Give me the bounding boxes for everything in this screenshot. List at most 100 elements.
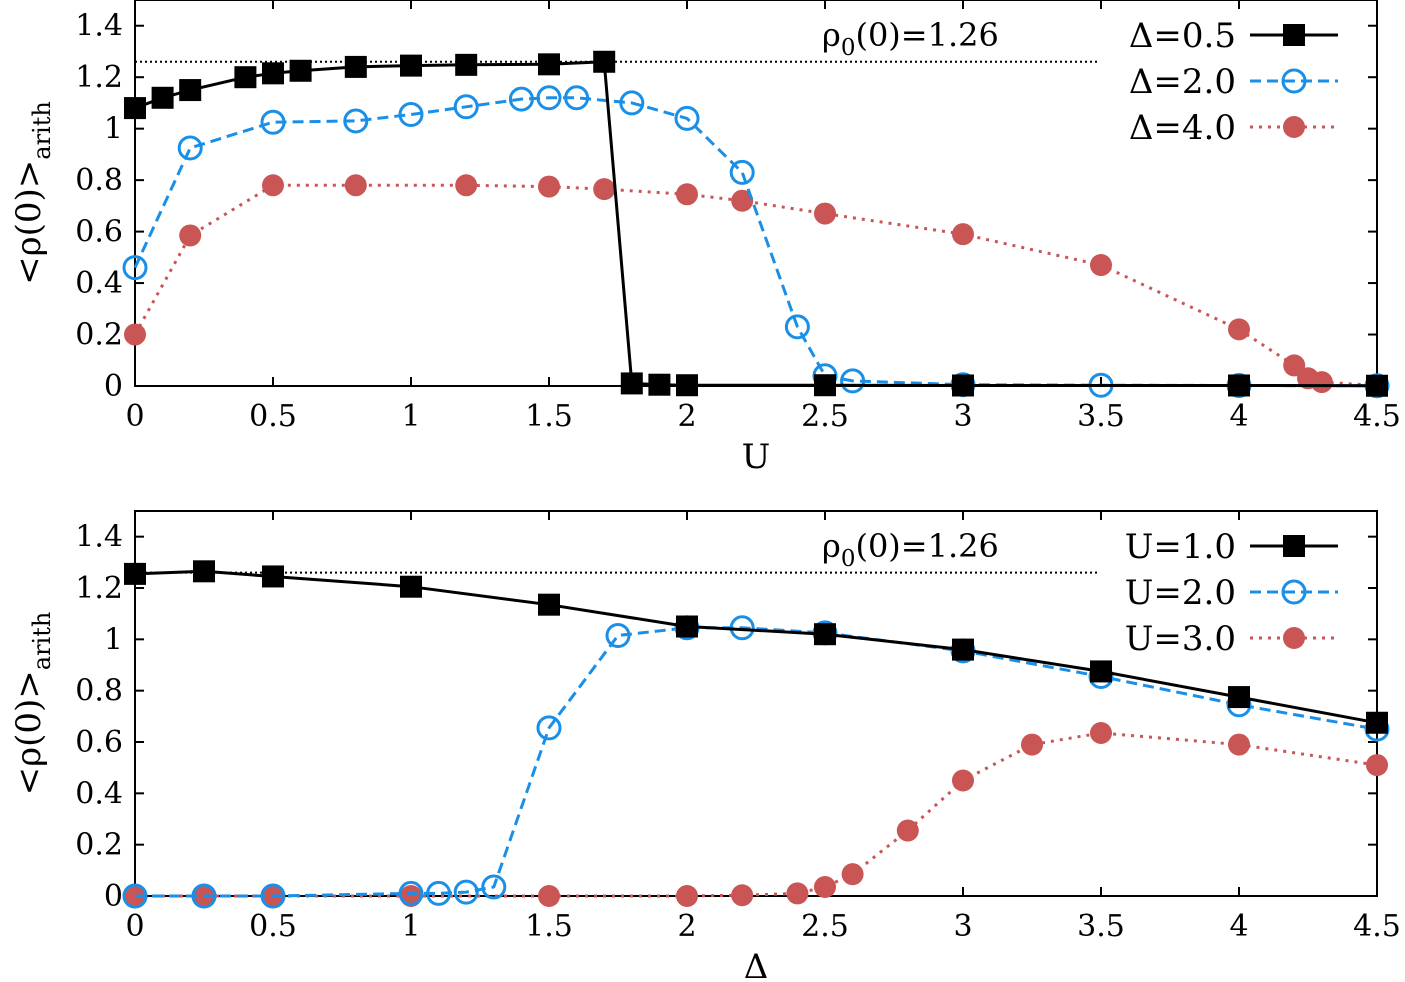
data-point — [151, 86, 174, 109]
data-point — [260, 883, 286, 909]
data-point — [191, 883, 217, 909]
data-point — [398, 880, 424, 906]
legend-marker — [1283, 116, 1305, 138]
data-point — [1228, 686, 1250, 709]
y-tick-label: 1.2 — [75, 571, 123, 606]
panel-delta-sweep: 0 0.5 1 1.5 2 2.5 3 3.5 4 4.5 0 0.2 0.4 0.6 0.8 1 1.2 1.4… — [9, 510, 1401, 982]
data-point — [481, 874, 507, 900]
legend-label: Δ=0.5 — [1129, 16, 1236, 56]
data-point — [676, 885, 698, 907]
data-point — [1366, 754, 1388, 777]
data-point — [400, 54, 422, 77]
data-point — [814, 876, 836, 899]
data-point — [619, 90, 645, 116]
data-point — [676, 183, 698, 206]
x-tick-label: 1.5 — [525, 399, 573, 434]
data-point — [508, 86, 534, 112]
data-point — [455, 174, 478, 197]
data-point — [124, 97, 146, 120]
x-tick-label: 2 — [677, 399, 696, 434]
data-point — [1366, 711, 1388, 734]
data-point — [841, 863, 864, 886]
data-point — [426, 880, 452, 906]
y-tick-label: 0 — [104, 369, 123, 404]
data-point — [731, 884, 754, 907]
data-point — [952, 374, 974, 397]
reference-label: ρ0(0)=1.26 — [822, 527, 999, 572]
x-tick-label: 4 — [1229, 909, 1248, 944]
y-tick-label: 1.4 — [75, 520, 123, 555]
data-point — [1090, 254, 1112, 277]
data-point — [731, 189, 754, 212]
y-tick-label: 0.2 — [75, 828, 123, 863]
data-point — [455, 53, 478, 76]
data-point — [453, 94, 479, 120]
x-tick-label: 0 — [125, 399, 144, 434]
data-point — [538, 175, 560, 198]
data-point — [536, 85, 562, 111]
y-tick-label: 0.8 — [75, 674, 123, 709]
data-point — [593, 178, 616, 201]
y-axis-label: <ρ(0)>arith — [9, 612, 56, 796]
data-point — [124, 323, 146, 346]
x-tick-label: 2.5 — [801, 909, 849, 944]
legend-label: Δ=4.0 — [1129, 108, 1236, 148]
data-point — [676, 374, 698, 397]
x-tick-label: 2 — [677, 909, 696, 944]
x-tick-label: 1 — [401, 909, 420, 944]
y-tick-label: 1 — [104, 112, 123, 147]
data-point — [1228, 733, 1250, 756]
data-point — [262, 62, 284, 85]
x-tick-label: 4 — [1229, 399, 1248, 434]
plot-frame — [134, 0, 1378, 387]
legend: U=1.0 U=2.0 U=3.0 — [1125, 527, 1338, 659]
data-point — [564, 85, 590, 111]
x-tick-label: 0.5 — [249, 399, 297, 434]
data-point — [234, 66, 257, 89]
series-0 — [124, 560, 1388, 734]
series-1 — [122, 615, 1390, 909]
data-point — [676, 615, 698, 638]
data-point — [1090, 722, 1112, 745]
legend-marker — [1283, 535, 1305, 557]
x-tick-label: 2.5 — [801, 399, 849, 434]
x-tick-label: 4.5 — [1353, 399, 1401, 434]
data-point — [648, 373, 671, 396]
data-point — [593, 50, 616, 73]
data-point — [814, 623, 836, 646]
data-point — [344, 174, 367, 197]
data-point — [177, 135, 203, 161]
legend: Δ=0.5 Δ=2.0 Δ=4.0 — [1129, 16, 1338, 148]
reference-label: ρ0(0)=1.26 — [822, 16, 999, 61]
data-point — [262, 174, 284, 197]
y-tick-label: 1.2 — [75, 60, 123, 95]
x-tick-label: 3.5 — [1077, 399, 1125, 434]
data-point — [538, 885, 560, 907]
y-tick-label: 0.6 — [75, 215, 123, 250]
series-line — [135, 626, 1378, 898]
legend-marker — [1281, 579, 1307, 605]
y-tick-label: 0.4 — [75, 776, 123, 811]
series-line — [135, 731, 1378, 898]
data-point — [729, 159, 755, 185]
data-point — [952, 223, 974, 246]
x-tick-label: 4.5 — [1353, 909, 1401, 944]
data-point — [179, 79, 202, 102]
data-point — [896, 819, 919, 842]
data-point — [538, 53, 560, 76]
data-point — [786, 882, 809, 905]
data-point — [1310, 371, 1333, 394]
data-point — [1090, 660, 1112, 683]
data-point — [343, 108, 369, 134]
y-tick-label: 0.4 — [75, 266, 123, 301]
legend-label: Δ=2.0 — [1129, 62, 1236, 102]
x-tick-label: 1.5 — [525, 909, 573, 944]
x-tick-label: 3.5 — [1077, 909, 1125, 944]
data-point — [784, 314, 810, 340]
y-tick-label: 0.6 — [75, 725, 123, 760]
data-point — [536, 715, 562, 741]
legend-label: U=2.0 — [1125, 573, 1236, 613]
x-tick-label: 1 — [401, 399, 420, 434]
y-tick-label: 1.4 — [75, 9, 123, 44]
data-point — [122, 883, 148, 909]
